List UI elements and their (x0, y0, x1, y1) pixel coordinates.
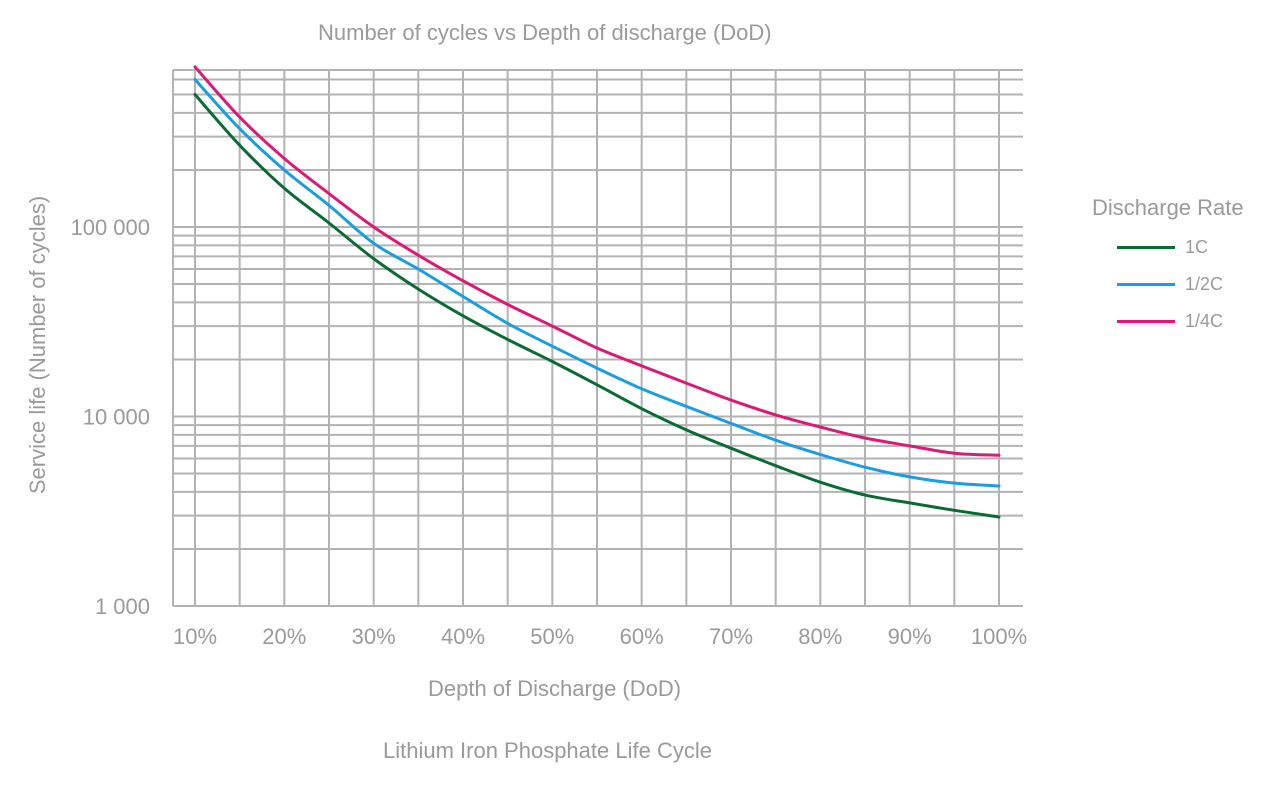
x-tick-label: 30% (352, 624, 396, 649)
legend-swatch (1117, 320, 1175, 323)
legend-title: Discharge Rate (1092, 195, 1244, 220)
x-tick-label: 50% (530, 624, 574, 649)
legend-swatch (1117, 283, 1175, 286)
series-line-1-4c (193, 65, 1001, 457)
chart-title: Number of cycles vs Depth of discharge (… (318, 20, 772, 45)
x-axis-label: Depth of Discharge (DoD) (428, 676, 682, 701)
x-tick-label: 70% (709, 624, 753, 649)
legend: Discharge Rate 1C 1/2C 1/4C (1092, 195, 1244, 340)
legend-item: 1C (1117, 229, 1244, 266)
x-tick-label: 100% (971, 624, 1027, 649)
legend-item: 1/4C (1117, 303, 1244, 340)
grid (172, 69, 1023, 607)
x-tick-label: 20% (262, 624, 306, 649)
x-tick-label: 10% (173, 624, 217, 649)
legend-label: 1/4C (1185, 311, 1224, 331)
chart-caption: Lithium Iron Phosphate Life Cycle (383, 738, 712, 763)
x-tick-label: 80% (798, 624, 842, 649)
tick-labels: 1 000 10 000 100 000 10% 20% 30% 40% 50% 60% 70% 8… (70, 215, 1027, 649)
legend-swatch (1117, 246, 1175, 249)
legend-items: 1C 1/2C 1/4C (1092, 229, 1244, 340)
x-tick-label: 90% (888, 624, 932, 649)
y-tick-label: 1 000 (95, 594, 150, 619)
x-tick-label: 40% (441, 624, 485, 649)
series-line-1-2c (193, 78, 1001, 488)
x-tick-label: 60% (620, 624, 664, 649)
y-tick-label: 10 000 (83, 405, 150, 430)
legend-label: 1C (1185, 237, 1209, 257)
series (193, 65, 1001, 519)
legend-item: 1/2C (1117, 266, 1244, 303)
legend-label: 1/2C (1185, 274, 1224, 294)
y-tick-label: 100 000 (70, 215, 150, 240)
series-line-1c (193, 93, 1001, 519)
y-axis-label: Service life (Number of cycles) (25, 195, 50, 495)
